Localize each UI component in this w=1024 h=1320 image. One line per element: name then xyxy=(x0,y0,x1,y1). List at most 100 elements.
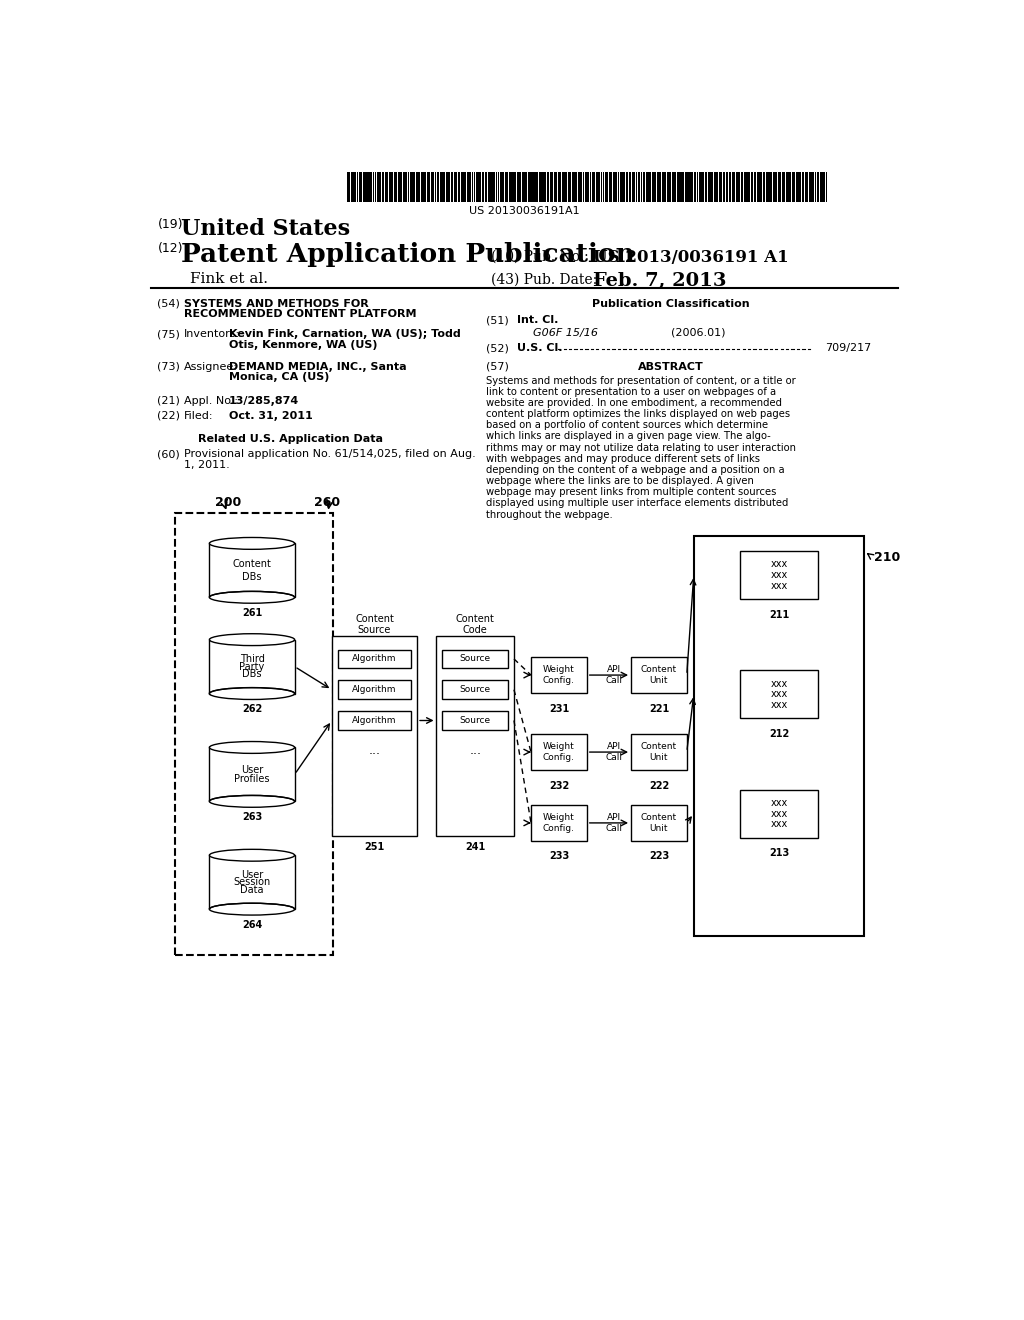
Bar xyxy=(741,173,743,202)
Text: Related U.S. Application Data: Related U.S. Application Data xyxy=(199,434,383,444)
Bar xyxy=(708,173,713,202)
Text: ...: ... xyxy=(469,743,481,756)
Bar xyxy=(442,681,508,700)
Text: United States: United States xyxy=(180,218,350,240)
Ellipse shape xyxy=(209,796,295,808)
Bar xyxy=(485,173,487,202)
Bar xyxy=(657,173,660,202)
Text: Feb. 7, 2013: Feb. 7, 2013 xyxy=(593,272,726,290)
Bar xyxy=(629,173,632,202)
Bar xyxy=(389,173,393,202)
Bar xyxy=(740,552,818,599)
Bar xyxy=(442,649,508,668)
Bar xyxy=(740,671,818,718)
Bar xyxy=(605,173,608,202)
Bar xyxy=(505,173,508,202)
Bar xyxy=(609,173,611,202)
Text: (43) Pub. Date:: (43) Pub. Date: xyxy=(490,272,597,286)
Bar xyxy=(364,173,367,202)
Bar xyxy=(714,173,718,202)
Bar xyxy=(534,173,539,202)
Bar xyxy=(758,173,762,202)
Text: 212: 212 xyxy=(769,729,790,739)
Text: 231: 231 xyxy=(549,704,569,714)
Bar xyxy=(377,173,381,202)
Bar xyxy=(398,173,401,202)
Bar xyxy=(375,173,376,202)
Bar xyxy=(476,173,481,202)
Text: Source: Source xyxy=(460,685,490,694)
Bar xyxy=(820,173,824,202)
Bar xyxy=(488,173,489,202)
Text: 264: 264 xyxy=(242,920,262,929)
Text: xxx: xxx xyxy=(770,570,787,579)
Bar xyxy=(346,173,350,202)
Bar xyxy=(744,173,745,202)
Text: Appl. No.:: Appl. No.: xyxy=(183,396,238,405)
Text: 241: 241 xyxy=(465,842,485,853)
Bar xyxy=(567,173,571,202)
Text: Oct. 31, 2011: Oct. 31, 2011 xyxy=(228,411,312,421)
Text: xxx: xxx xyxy=(770,581,787,591)
Text: Session: Session xyxy=(233,878,270,887)
Bar xyxy=(719,173,722,202)
Text: API
Call: API Call xyxy=(605,742,623,762)
Text: Int. Cl.: Int. Cl. xyxy=(517,315,558,326)
Bar xyxy=(402,173,408,202)
Bar xyxy=(584,173,585,202)
Bar xyxy=(805,173,808,202)
Bar xyxy=(652,173,656,202)
Bar xyxy=(338,649,412,668)
Bar xyxy=(385,173,388,202)
Text: Content
Unit: Content Unit xyxy=(641,665,677,685)
Text: Systems and methods for presentation of content, or a title or: Systems and methods for presentation of … xyxy=(486,376,796,385)
Text: (22): (22) xyxy=(158,411,180,421)
Bar xyxy=(668,173,671,202)
Text: Source: Source xyxy=(460,655,490,664)
Text: Otis, Kenmore, WA (US): Otis, Kenmore, WA (US) xyxy=(228,341,377,350)
Text: 222: 222 xyxy=(649,780,669,791)
Text: Content
Unit: Content Unit xyxy=(641,813,677,833)
Text: API
Call: API Call xyxy=(605,665,623,685)
Ellipse shape xyxy=(209,537,295,549)
Bar xyxy=(601,173,602,202)
Text: with webpages and may produce different sets of links: with webpages and may produce different … xyxy=(486,454,760,463)
Text: Code: Code xyxy=(463,626,487,635)
Bar xyxy=(678,173,679,202)
Bar xyxy=(638,173,640,202)
Bar xyxy=(472,173,473,202)
Bar xyxy=(621,173,625,202)
Bar xyxy=(209,855,295,909)
Bar xyxy=(209,640,295,693)
Text: Party: Party xyxy=(240,661,264,672)
Bar xyxy=(694,173,696,202)
Ellipse shape xyxy=(209,634,295,645)
Text: DEMAND MEDIA, INC., Santa: DEMAND MEDIA, INC., Santa xyxy=(228,362,407,372)
Text: 223: 223 xyxy=(649,851,669,862)
Bar xyxy=(726,173,728,202)
Text: 262: 262 xyxy=(242,705,262,714)
Text: which links are displayed in a given page view. The algo-: which links are displayed in a given pag… xyxy=(486,432,771,441)
Text: Algorithm: Algorithm xyxy=(352,685,396,694)
Text: Weight
Config.: Weight Config. xyxy=(543,665,574,685)
Text: xxx: xxx xyxy=(770,809,787,818)
Bar xyxy=(531,657,587,693)
Bar xyxy=(437,173,439,202)
Text: website are provided. In one embodiment, a recommended: website are provided. In one embodiment,… xyxy=(486,397,782,408)
Bar xyxy=(590,173,591,202)
Bar xyxy=(490,173,496,202)
Text: Weight
Config.: Weight Config. xyxy=(543,813,574,833)
Text: Fink et al.: Fink et al. xyxy=(190,272,268,286)
Bar xyxy=(632,173,635,202)
Text: 221: 221 xyxy=(649,704,669,714)
Text: U.S. Cl.: U.S. Cl. xyxy=(517,343,562,354)
Bar xyxy=(705,173,708,202)
Text: Content
Unit: Content Unit xyxy=(641,742,677,762)
Text: (19): (19) xyxy=(158,218,183,231)
Text: US 2013/0036191 A1: US 2013/0036191 A1 xyxy=(593,249,788,267)
Text: DBs: DBs xyxy=(243,669,262,680)
Bar xyxy=(796,173,801,202)
Text: (10) Pub. No.:: (10) Pub. No.: xyxy=(490,249,589,263)
Bar xyxy=(539,173,543,202)
Text: DBs: DBs xyxy=(243,572,262,582)
